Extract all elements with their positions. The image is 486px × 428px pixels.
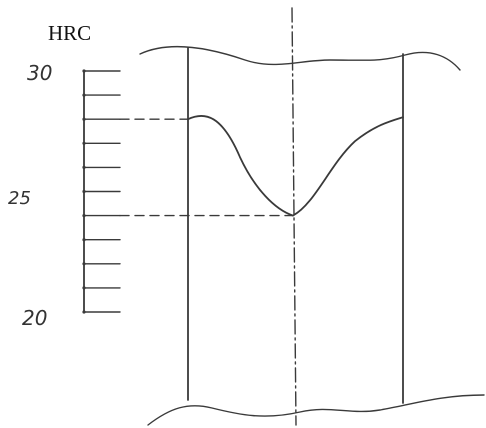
scale-tick-dot (82, 93, 86, 97)
specimen-section (139, 45, 485, 426)
top-break-line (139, 45, 461, 71)
hardness-profile-curve (187, 115, 404, 217)
scale-tick-dot (82, 69, 86, 73)
scale-tick-dot (82, 165, 86, 169)
bottom-break-line (147, 394, 485, 426)
hardness-scale: 30 25 20 (8, 61, 121, 330)
unit-label: HRC (48, 21, 91, 45)
scale-label-mid: 25 (8, 188, 31, 209)
scale-label-min: 20 (22, 306, 47, 330)
scale-tick-dot (82, 286, 86, 290)
scale-tick-dot (82, 117, 86, 121)
scale-tick-dot (82, 262, 86, 266)
scale-label-max: 30 (27, 61, 52, 85)
centerline (291, 7, 297, 426)
scale-tick-dot (82, 310, 86, 314)
scale-tick-dot (82, 214, 86, 218)
scale-tick-dot (82, 141, 86, 145)
scale-tick-dot (82, 238, 86, 242)
scale-ticks (82, 69, 121, 314)
scale-tick-dot (82, 189, 86, 194)
